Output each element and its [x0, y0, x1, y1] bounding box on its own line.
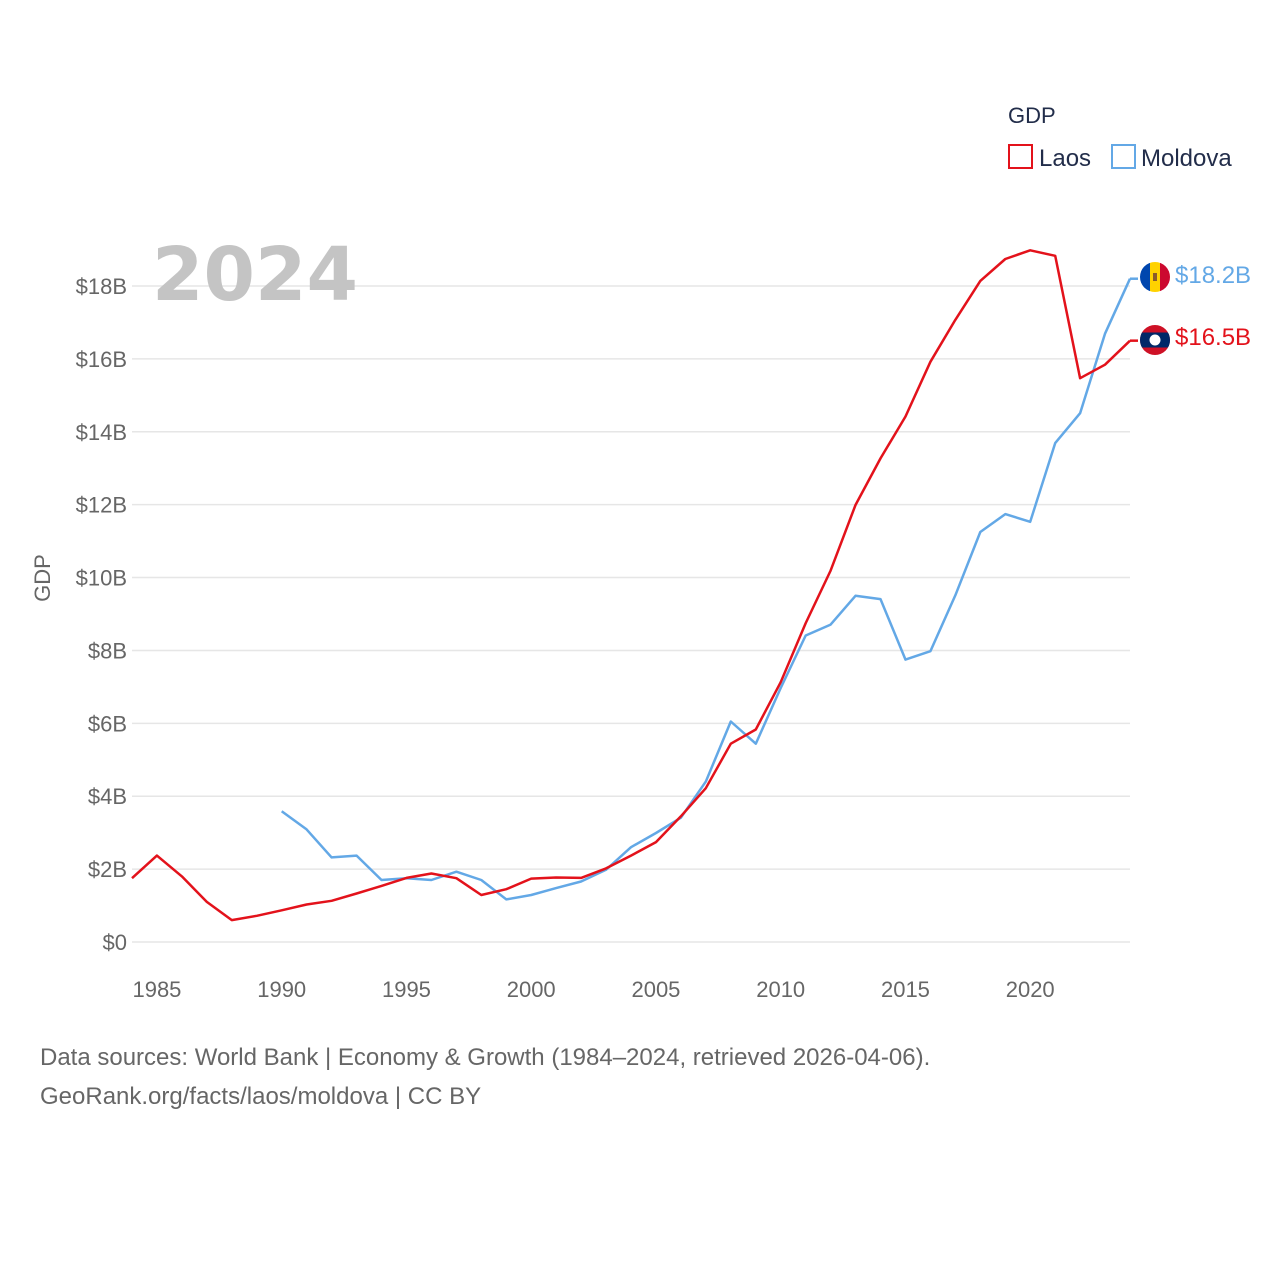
y-tick-label: $14B: [76, 420, 127, 445]
x-tick-label: 2005: [631, 977, 680, 1002]
y-tick-label: $10B: [76, 566, 127, 591]
x-tick-label: 1985: [132, 977, 181, 1002]
legend-swatch-laos[interactable]: [1008, 144, 1033, 169]
y-tick-label: $18B: [76, 274, 127, 299]
legend: GDP Laos Moldova: [1008, 103, 1232, 172]
x-tick-label: 2000: [507, 977, 556, 1002]
footer-link[interactable]: GeoRank.org/facts/laos/moldova | CC BY: [40, 1083, 482, 1110]
x-axis-ticks: 1985 1990 1995 2000 2005 2010 2015 2020: [132, 977, 1054, 1002]
laos-flag-icon: [1140, 325, 1170, 355]
gdp-line-chart: $0$2B$4B$6B$8B$10B$12B$14B$16B$18B 1985 1…: [30, 103, 1251, 1002]
y-tick-label: $8B: [88, 638, 127, 663]
x-tick-label: 1990: [257, 977, 306, 1002]
moldova-flag-icon: [1140, 262, 1170, 292]
y-tick-label: $6B: [88, 711, 127, 736]
x-tick-label: 2020: [1006, 977, 1055, 1002]
series-line-laos[interactable]: [131, 249, 1131, 922]
series-end-markers: [1130, 277, 1138, 342]
year-watermark: 2024: [152, 232, 358, 318]
end-label-moldova: $18.2B: [1175, 262, 1251, 289]
legend-label-moldova[interactable]: Moldova: [1141, 145, 1232, 172]
y-tick-label: $16B: [76, 347, 127, 372]
series-lines: [131, 249, 1132, 922]
y-tick-label: $2B: [88, 857, 127, 882]
x-tick-label: 2010: [756, 977, 805, 1002]
grid: [132, 285, 1130, 943]
y-tick-label: $0: [103, 930, 127, 955]
legend-label-laos[interactable]: Laos: [1039, 145, 1091, 172]
y-axis-ticks: $0 $2B $4B $6B $8B $10B $12B $14B $16B $18B: [76, 274, 127, 955]
x-tick-label: 1995: [382, 977, 431, 1002]
series-line-moldova[interactable]: [280, 278, 1132, 901]
y-tick-label: $4B: [88, 784, 127, 809]
legend-swatch-moldova[interactable]: [1111, 144, 1136, 169]
y-axis-title: GDP: [30, 554, 55, 602]
y-tick-label: $12B: [76, 493, 127, 518]
legend-title: GDP: [1008, 103, 1056, 128]
x-tick-label: 2015: [881, 977, 930, 1002]
footer-sources: Data sources: World Bank | Economy & Gro…: [40, 1044, 931, 1071]
end-label-laos: $16.5B: [1175, 324, 1251, 351]
